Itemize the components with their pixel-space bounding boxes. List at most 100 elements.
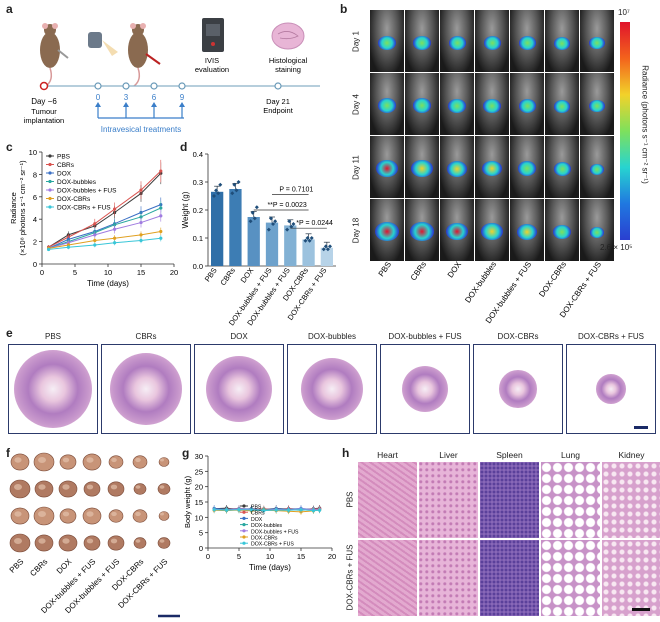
x-tick-label: 10 (266, 552, 274, 561)
significance-label: **P = 0.0023 (267, 202, 306, 209)
ivis-mouse-image (370, 73, 404, 135)
data-point (113, 227, 117, 231)
y-tick-label: 0 (199, 544, 203, 553)
excised-bladder (83, 481, 101, 497)
data-point (309, 236, 314, 240)
timeline-tick (150, 82, 158, 90)
bladder-section-frame (8, 344, 98, 434)
data-point (262, 508, 266, 513)
bladder-section-label: DOX (230, 332, 248, 341)
ivis-mouse-image (510, 199, 544, 261)
histology-tile (541, 540, 600, 616)
y-tick-label: 4 (33, 215, 37, 224)
data-point (159, 206, 163, 210)
y-tick-label: 15 (195, 498, 203, 507)
excised-bladder (107, 481, 125, 497)
data-point (234, 188, 239, 193)
bar (211, 191, 224, 266)
bladder-section-image (596, 374, 626, 404)
panel-label-a: a (6, 2, 13, 16)
data-point (159, 236, 163, 240)
treatments-label: Intravesical treatments (101, 125, 181, 134)
ivis-group-label: DOX-bubbles (463, 260, 498, 305)
data-point (47, 247, 51, 252)
panel-label-b: b (340, 2, 348, 16)
ivis-mouse-image (370, 199, 404, 261)
data-point (93, 233, 97, 237)
x-tick-label: 20 (170, 268, 178, 277)
data-point (289, 224, 294, 229)
histology-tile (602, 462, 660, 538)
ivis-mouse-image (405, 73, 439, 135)
data-point (159, 229, 163, 234)
legend-entry: DOX (251, 517, 263, 523)
data-point (305, 236, 310, 240)
y-tick-label: 0.1 (193, 234, 203, 243)
scale-bar (632, 608, 650, 611)
ivis-day-labels: Day 1 Day 4 Day 11 Day 18 (350, 10, 368, 262)
excised-bladder (59, 508, 77, 524)
bar (302, 239, 315, 266)
excised-bladder (107, 535, 125, 551)
ivis-mouse-image (440, 73, 474, 135)
x-tick-label: 10 (104, 268, 112, 277)
y-tick-label: 20 (195, 483, 203, 492)
series-line (48, 237, 161, 250)
data-point (139, 215, 143, 219)
bar (284, 225, 297, 266)
data-point (325, 247, 330, 252)
ivis-mouse-image (580, 199, 614, 261)
histology-label: Histological staining (269, 56, 308, 74)
timeline-tick (122, 82, 130, 90)
colorbar (620, 22, 630, 240)
bladder-section-frame (287, 344, 377, 434)
bladder-section-label: CBRs (135, 332, 157, 341)
legend-entry: CBRs (57, 162, 75, 169)
data-point (249, 508, 253, 512)
x-tick-label: 0 (40, 268, 44, 277)
y-tick-label: 0.2 (193, 206, 203, 215)
data-point (225, 508, 229, 512)
legend-entry: DOX (57, 171, 72, 178)
ivis-mouse-image (580, 73, 614, 135)
data-point (307, 238, 312, 243)
ivis-image-grid (370, 10, 616, 262)
ivis-mouse-image (405, 136, 439, 198)
bladder-section-image (401, 365, 449, 413)
data-point (318, 508, 322, 512)
data-point (266, 227, 271, 232)
legend-entry: DOX-CBRs + FUS (57, 205, 111, 212)
excised-bladder (108, 509, 124, 523)
excised-bladder (108, 455, 124, 469)
data-point (254, 205, 259, 210)
data-point (212, 194, 216, 198)
series-line (48, 231, 161, 249)
bladder-section-label: PBS (44, 332, 61, 341)
legend-entry: DOX-bubbles + FUS (251, 529, 299, 535)
bladder-section-label: DOX-CBRs (497, 332, 539, 341)
mouse-icon (40, 23, 69, 87)
data-point (139, 238, 143, 243)
bladder-section-label: DOX-CBRs + FUS (577, 332, 644, 341)
data-point (299, 508, 303, 512)
ivis-mouse-image (475, 136, 509, 198)
bladder-section-image (14, 350, 92, 428)
bladder-section-frame (473, 344, 563, 434)
data-point (311, 508, 315, 513)
group-label: DOX (55, 557, 74, 576)
histology-column-label: Heart (377, 450, 398, 460)
bladder-section-frame (380, 344, 470, 434)
data-point (271, 222, 276, 226)
legend-entry: DOX-bubbles (57, 179, 97, 186)
ivis-mouse-image (580, 10, 614, 72)
y-axis-label: Radiance(×10⁸ photons s⁻¹ cm⁻² sr⁻¹) (9, 160, 27, 256)
ivis-day-label: Day 11 (351, 154, 361, 180)
legend-entry: DOX-bubbles (251, 523, 283, 529)
data-point (236, 180, 241, 184)
histology-column-label: Kidney (618, 450, 645, 460)
ivis-mouse-image (370, 136, 404, 198)
histology-column-label: Liver (439, 450, 458, 460)
bladder-section-image (300, 357, 364, 421)
data-point (303, 238, 308, 243)
data-point (159, 169, 163, 173)
